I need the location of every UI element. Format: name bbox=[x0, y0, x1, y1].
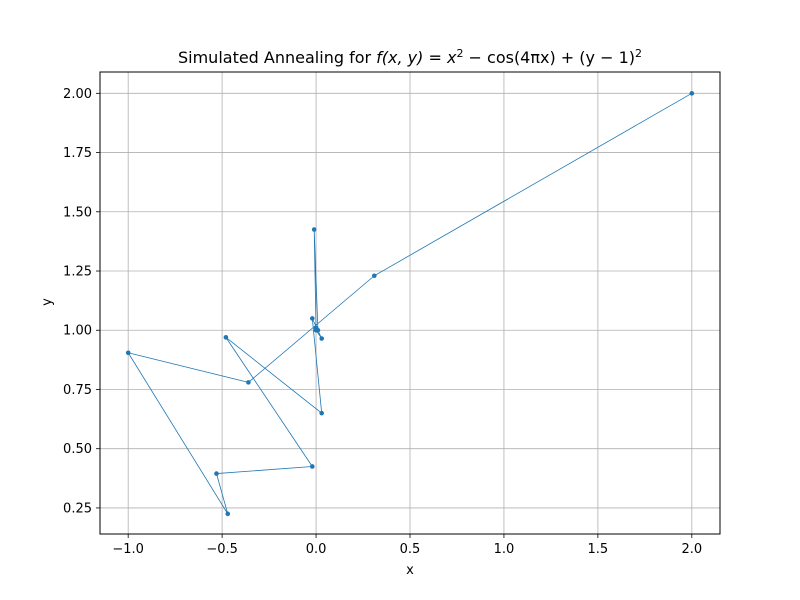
x-tick-label: 0.0 bbox=[306, 542, 327, 557]
data-point bbox=[689, 91, 695, 96]
y-tick-label: 1.75 bbox=[63, 146, 92, 161]
y-tick-label: 0.75 bbox=[63, 383, 92, 398]
data-point bbox=[225, 511, 231, 517]
y-tick-label: 2.00 bbox=[63, 87, 92, 102]
data-point bbox=[310, 316, 315, 321]
y-tick-label: 1.25 bbox=[63, 265, 92, 280]
x-axis-label: x bbox=[406, 563, 414, 578]
x-tick-label: 0.5 bbox=[400, 542, 421, 557]
y-tick-label: 0.50 bbox=[63, 442, 92, 457]
plot-frame bbox=[99, 71, 721, 535]
data-point bbox=[319, 410, 324, 416]
data-point bbox=[372, 273, 377, 279]
data-point bbox=[310, 464, 315, 469]
x-tick-label: 1.0 bbox=[494, 542, 515, 557]
data-point bbox=[313, 327, 319, 333]
y-tick-label: 0.25 bbox=[63, 501, 92, 516]
data-point bbox=[214, 471, 219, 476]
y-tick-label: 1.50 bbox=[63, 205, 92, 220]
data-point bbox=[125, 350, 131, 356]
data-point bbox=[319, 336, 324, 341]
x-tick-label: 2.0 bbox=[681, 542, 702, 557]
data-series bbox=[125, 91, 695, 517]
y-axis-label: y bbox=[40, 298, 55, 306]
x-tick-label: −0.5 bbox=[206, 542, 238, 557]
grid bbox=[100, 72, 720, 534]
y-tick-label: 1.00 bbox=[63, 324, 92, 339]
chart-title: Simulated Annealing for f(x, y) = x2 − c… bbox=[178, 47, 642, 68]
ticks: −1.0 −0.5 0.0 0.5 1.0 1.5 2.0 0.25 0.50 0.75 1.00 1… bbox=[63, 87, 702, 557]
x-tick-label: 1.5 bbox=[588, 542, 609, 557]
data-point bbox=[311, 227, 317, 232]
data-point bbox=[223, 335, 229, 340]
x-tick-label: −1.0 bbox=[112, 542, 144, 557]
data-point bbox=[246, 380, 251, 385]
